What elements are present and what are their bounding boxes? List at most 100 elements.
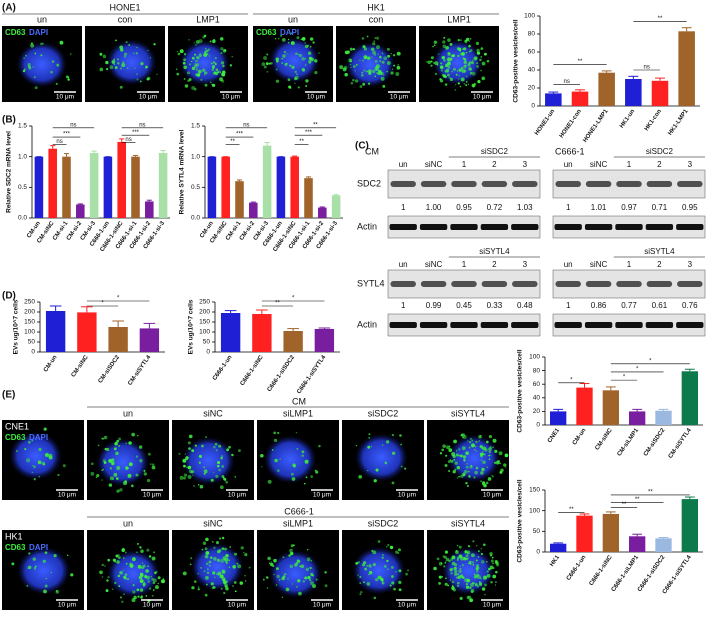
vesicle <box>505 467 507 469</box>
column-label: LMP1 <box>447 14 471 24</box>
vesicle <box>132 590 136 594</box>
significance-label: ns <box>125 137 131 143</box>
vesicle <box>200 566 203 569</box>
vesicle <box>483 575 488 580</box>
vesicle <box>145 65 148 69</box>
y-tick-label: 250 <box>24 299 35 306</box>
vesicle <box>112 458 114 461</box>
vesicle <box>151 556 156 561</box>
vesicle <box>366 581 371 586</box>
band <box>450 224 478 230</box>
nucleus <box>9 432 63 481</box>
band <box>511 322 539 328</box>
scale-label: 10 μm <box>56 94 74 101</box>
vesicle <box>469 562 472 565</box>
vesicle <box>24 448 27 451</box>
vesicle <box>393 64 396 67</box>
vesicle <box>291 65 295 69</box>
vesicle <box>114 442 118 446</box>
stain-label: CD63 <box>5 28 26 37</box>
vesicle <box>304 44 309 49</box>
vesicle <box>105 447 110 452</box>
vesicle <box>119 67 123 70</box>
bar <box>598 72 615 106</box>
vesicle <box>31 439 34 442</box>
stain-label: DAPI <box>29 543 48 552</box>
stain-label: DAPI <box>29 433 48 442</box>
vesicle <box>30 42 33 45</box>
vesicle <box>125 467 127 469</box>
vesicle <box>152 589 155 591</box>
vesicle <box>137 595 140 598</box>
vesicle <box>368 436 371 439</box>
vesicle <box>470 588 475 593</box>
vesicle <box>462 565 464 567</box>
bar <box>629 536 646 552</box>
vesicle <box>324 584 328 588</box>
vesicle <box>162 578 165 580</box>
y-tick-label: 50 <box>533 528 541 535</box>
bar <box>220 313 241 352</box>
significance-label: ns <box>243 122 249 128</box>
y-tick-label: 60 <box>528 49 536 56</box>
scale-label: 10 μm <box>143 602 161 609</box>
band <box>390 281 416 287</box>
vesicle <box>463 65 467 69</box>
scale-label: 10 μm <box>390 94 408 101</box>
quant-label: 0.76 <box>682 301 698 310</box>
significance-label: ** <box>299 139 304 145</box>
vesicle <box>395 72 400 76</box>
vesicle <box>445 577 447 580</box>
vesicle <box>101 563 104 567</box>
vesicle <box>221 72 226 77</box>
vesicle <box>372 50 376 55</box>
vesicle <box>220 61 225 65</box>
vesicle <box>266 587 269 589</box>
vesicle <box>183 473 188 477</box>
vesicle <box>199 484 204 489</box>
vesicle <box>130 564 134 568</box>
vesicle <box>144 575 147 578</box>
vesicle <box>339 65 344 70</box>
vesicle <box>112 478 115 480</box>
vesicle <box>296 36 300 40</box>
nucleus <box>355 433 408 482</box>
vesicle <box>390 52 392 55</box>
vesicle <box>220 456 223 460</box>
y-tick-label: 100 <box>529 507 540 514</box>
significance-label: ns <box>70 122 76 128</box>
vesicle <box>352 48 356 51</box>
vesicle <box>25 54 27 57</box>
vesicle <box>42 463 46 466</box>
vesicle <box>140 596 143 599</box>
vesicle <box>444 63 449 68</box>
vesicle <box>122 557 125 560</box>
bar <box>158 152 168 218</box>
vesicle <box>45 577 48 580</box>
vesicle <box>450 459 454 463</box>
vesicle <box>465 75 468 78</box>
lane-label: 3 <box>688 160 693 169</box>
vesicle <box>182 571 187 576</box>
vesicle <box>458 475 460 478</box>
vesicle <box>231 453 234 457</box>
vesicle <box>442 40 446 44</box>
vesicle <box>268 562 271 564</box>
vesicle <box>237 564 242 569</box>
vesicle <box>210 582 214 586</box>
vesicle <box>156 73 158 76</box>
vesicle <box>389 584 392 587</box>
vesicle <box>222 476 225 479</box>
stain-label: CD63 <box>5 433 26 442</box>
band <box>645 224 674 230</box>
vesicle <box>99 570 103 575</box>
vesicle <box>492 574 497 579</box>
vesicle <box>32 557 36 561</box>
vesicle <box>204 71 206 74</box>
bar <box>550 411 567 425</box>
vesicle <box>449 59 452 62</box>
vesicle <box>187 474 192 479</box>
vesicle <box>236 562 239 565</box>
vesicle <box>96 473 100 478</box>
vesicle <box>468 475 471 478</box>
